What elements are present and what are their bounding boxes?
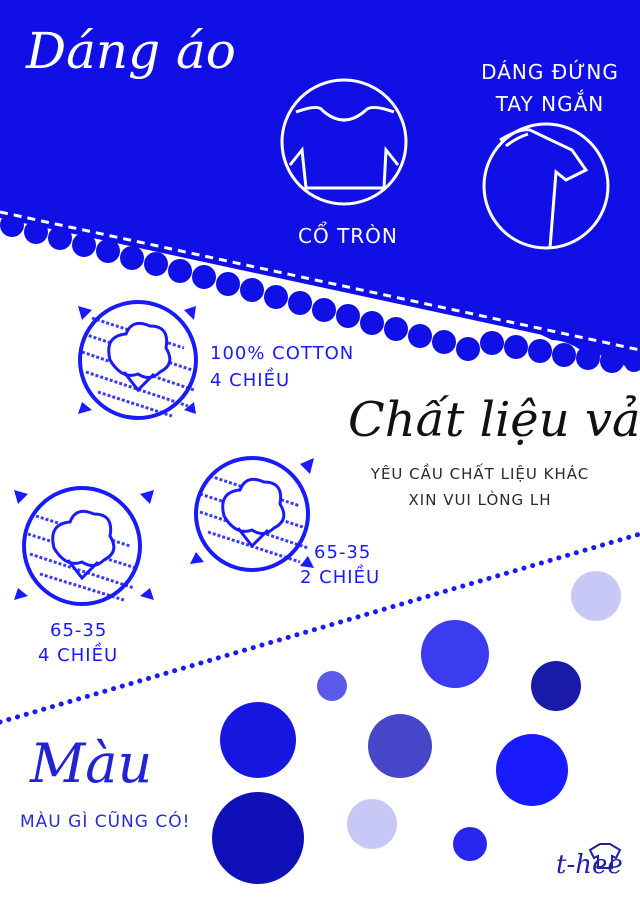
shape-section-title: Dáng áo <box>26 22 236 80</box>
fabric-option-2-line2: 2 CHIỀU <box>300 567 381 588</box>
color-dot <box>496 734 568 806</box>
logo-shirt-icon <box>588 843 622 869</box>
sleeve-label-line2: TAY NGẮN <box>495 92 605 116</box>
dotted-divider <box>0 531 640 725</box>
cotton-icon-2 <box>190 456 314 572</box>
round-neck-icon <box>280 78 408 206</box>
color-dot <box>220 702 296 778</box>
cotton-icon-3 <box>14 486 154 606</box>
header-blue-fill <box>0 0 640 356</box>
color-dot <box>531 661 581 711</box>
sleeve-label-line1: DÁNG ĐỨNG <box>481 60 619 84</box>
brand-logo: t-hee <box>556 850 623 880</box>
fabric-section-title: Chất liệu vải <box>348 392 640 448</box>
fabric-option-1-line1: 100% COTTON <box>210 343 355 364</box>
fabric-note-line1: YÊU CẦU CHẤT LIỆU KHÁC <box>370 465 590 483</box>
color-dot <box>317 671 347 701</box>
fabric-option-3-line1: 65-35 <box>50 620 108 641</box>
color-dot <box>571 571 621 621</box>
color-dots <box>212 571 621 884</box>
color-section-title: Màu <box>30 732 153 795</box>
fabric-option-2-line1: 65-35 <box>314 542 372 563</box>
color-dot <box>453 827 487 861</box>
scallop-edge <box>0 213 640 373</box>
fabric-option-3-line2: 4 CHIỀU <box>38 645 119 666</box>
short-sleeve-icon <box>482 122 610 250</box>
fabric-option-1-line2: 4 CHIỀU <box>210 370 291 391</box>
color-dot <box>421 620 489 688</box>
color-dot <box>212 792 304 884</box>
fabric-note-line2: XIN VUI LÒNG LH <box>408 491 552 509</box>
color-dot <box>347 799 397 849</box>
color-section-subtitle: MÀU GÌ CŨNG CÓ! <box>20 812 191 832</box>
color-dot <box>368 714 432 778</box>
stitch-line <box>0 210 640 352</box>
round-neck-label: CỔ TRÒN <box>298 224 398 248</box>
cotton-icon-1 <box>78 300 198 420</box>
